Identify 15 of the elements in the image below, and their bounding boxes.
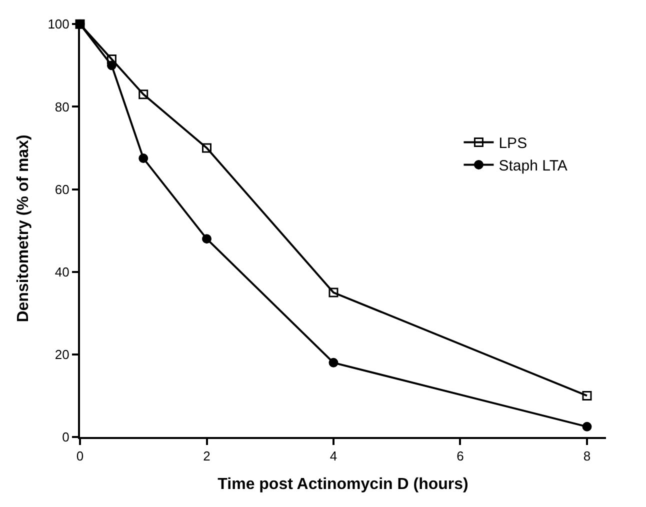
y-tick-label: 60	[54, 182, 70, 197]
x-tick-label: 4	[330, 448, 338, 464]
x-tick-label: 6	[456, 448, 464, 464]
legend-label: LPS	[498, 135, 528, 152]
y-axis-title: Densitometry (% of max)	[15, 134, 32, 322]
y-tick-label: 40	[54, 264, 70, 280]
x-tick-label: 0	[76, 448, 84, 464]
y-tick-label: 80	[54, 99, 70, 114]
y-tick-label: 100	[48, 16, 70, 32]
legend-label: Staph LTA	[498, 158, 568, 175]
x-tick-label: 2	[203, 448, 210, 464]
x-axis-title: Time post Actinomycin D (hours)	[218, 476, 468, 493]
y-tick-label: 20	[54, 346, 70, 362]
y-tick-label: 0	[62, 430, 70, 445]
x-tick-label: 8	[583, 448, 591, 464]
